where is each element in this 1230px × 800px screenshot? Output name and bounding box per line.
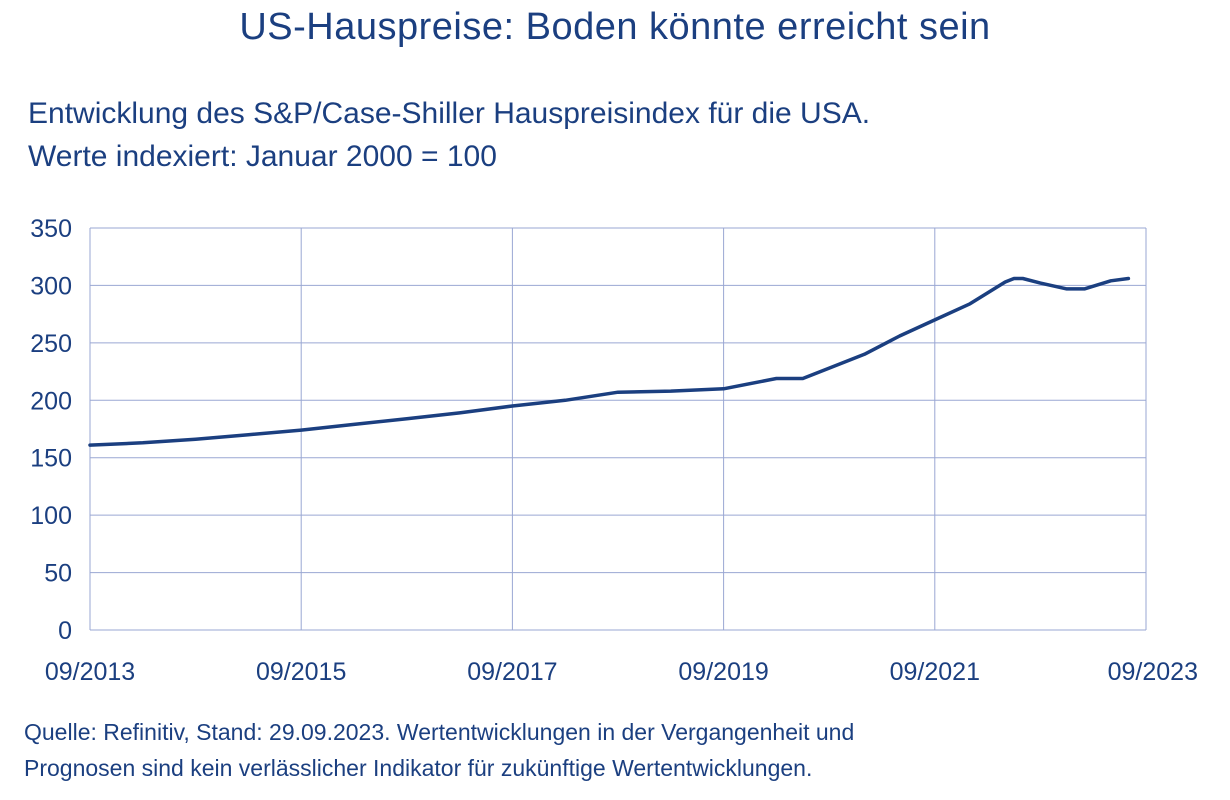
series-line — [88, 276, 1131, 447]
x-tick-label: 09/2017 — [467, 658, 557, 686]
x-tick-label: 09/2015 — [256, 658, 346, 686]
source-line-2: Prognosen sind kein verlässlicher Indika… — [24, 755, 813, 781]
series-lines — [88, 276, 1131, 447]
x-tick-label: 09/2013 — [45, 658, 135, 686]
y-tick-label: 200 — [30, 387, 72, 415]
y-tick-label: 0 — [58, 617, 72, 645]
subtitle-line-1: Entwicklung des S&P/Case-Shiller Hauspre… — [28, 97, 871, 130]
y-tick-label: 250 — [30, 330, 72, 358]
y-tick-label: 50 — [44, 560, 72, 588]
chart-title: US-Hauspreise: Boden könnte erreicht sei… — [239, 6, 991, 48]
x-tick-label: 09/2019 — [678, 658, 768, 686]
source-line-1: Quelle: Refinitiv, Stand: 29.09.2023. We… — [24, 719, 855, 745]
x-axis-tick-labels: 09/2013 09/2015 09/2017 09/2019 09/2021 09/20… — [45, 658, 1198, 686]
source-note: Quelle: Refinitiv, Stand: 29.09.2023. We… — [24, 714, 854, 786]
y-tick-label: 150 — [30, 445, 72, 473]
y-axis-tick-labels: 0 50 100 150 200 250 300 350 — [30, 215, 72, 645]
x-tick-label: 09/2023 — [1108, 658, 1198, 686]
x-tick-label: 09/2021 — [890, 658, 980, 686]
subtitle-line-2: Werte indexiert: Januar 2000 = 100 — [28, 140, 497, 173]
chart-subtitle: Entwicklung des S&P/Case-Shiller Hauspre… — [28, 92, 870, 178]
y-tick-label: 350 — [30, 215, 72, 243]
y-tick-label: 300 — [30, 272, 72, 300]
y-tick-label: 100 — [30, 502, 72, 530]
chart-grid — [89, 227, 1147, 631]
